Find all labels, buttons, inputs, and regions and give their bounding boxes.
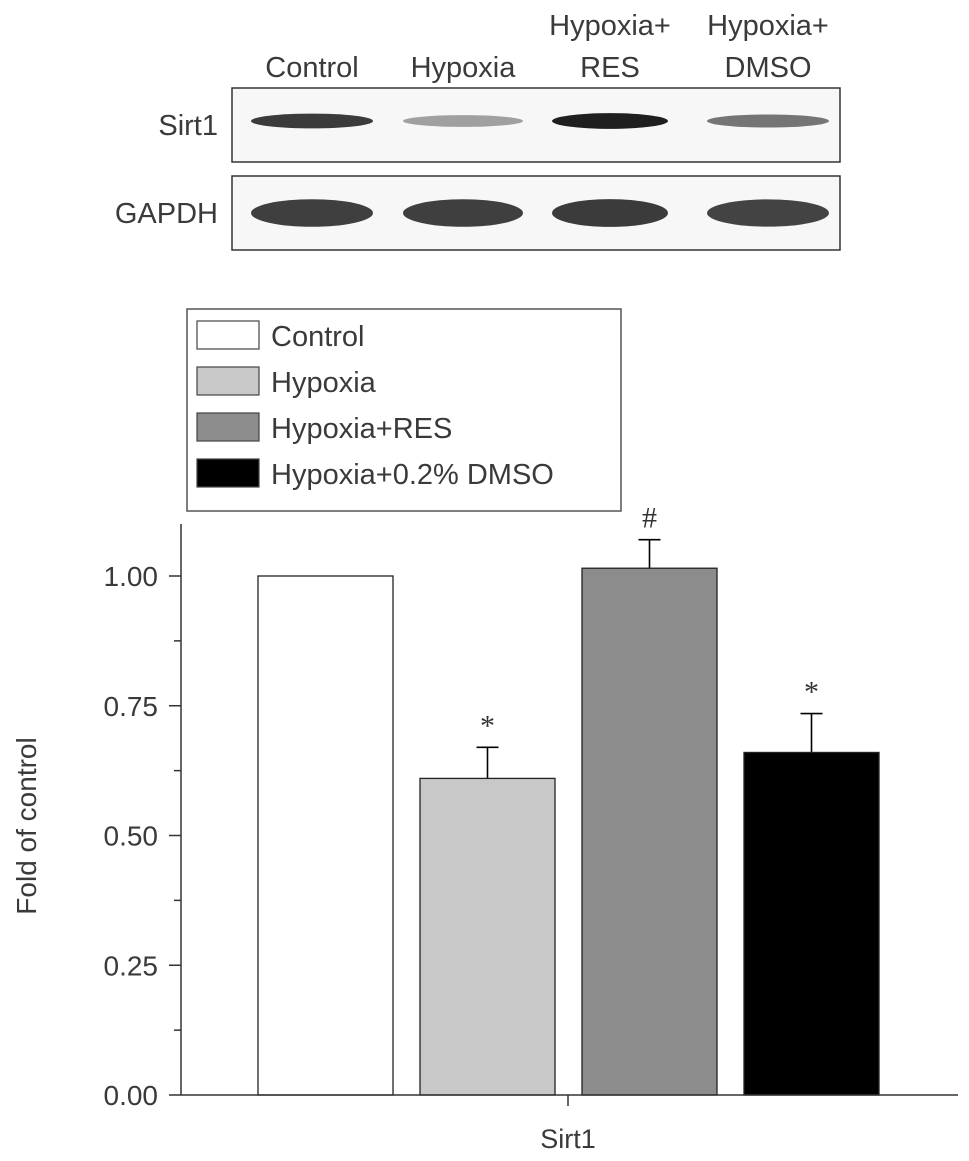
blot-band: [707, 114, 829, 128]
significance-marker: #: [642, 502, 657, 535]
blot-band: [707, 199, 829, 227]
lane-label: Control: [265, 52, 359, 84]
bar: [257, 575, 394, 1096]
blot-band: [251, 113, 373, 129]
significance-marker: *: [480, 709, 495, 742]
y-tick-label: 0.25: [104, 950, 159, 981]
bars: * # *: [257, 502, 880, 1096]
bar-group: *: [419, 709, 556, 1096]
lane-label: Hypoxia: [411, 52, 517, 84]
bar-chart: 0.00 0.25 0.50 0.75 1.00 * # * Sirt1 Fold of c…: [11, 502, 958, 1154]
blot-band: [552, 199, 668, 227]
western-blot: Control Hypoxia Hypoxia+ RES Hypoxia+ DMSO Si…: [115, 10, 841, 251]
bar: [581, 567, 718, 1096]
significance-marker: *: [804, 676, 819, 709]
blot-band: [251, 199, 373, 227]
legend-entry: Hypoxia: [196, 366, 377, 399]
legend-swatch: [196, 412, 260, 442]
blot-row-label: GAPDH: [115, 198, 218, 230]
legend-label: Hypoxia+0.2% DMSO: [271, 459, 554, 491]
lane-labels: Control Hypoxia Hypoxia+ RES Hypoxia+ DMSO: [265, 10, 829, 84]
legend-label: Control: [271, 321, 365, 353]
lane-label: Hypoxia+: [549, 10, 671, 42]
y-tick-label: 0.00: [104, 1080, 159, 1111]
chart-legend: Control Hypoxia Hypoxia+RES Hypoxia+0.2% DM…: [186, 308, 622, 512]
legend-entry: Hypoxia+0.2% DMSO: [196, 458, 554, 491]
blot-band: [552, 113, 668, 129]
legend-label: Hypoxia+RES: [271, 413, 452, 445]
legend-swatch: [196, 320, 260, 350]
bar-group: *: [743, 676, 880, 1096]
legend-label: Hypoxia: [271, 367, 377, 399]
lane-label: RES: [580, 52, 640, 84]
y-axis-ticks: 0.00 0.25 0.50 0.75 1.00: [104, 561, 181, 1111]
blot-band: [403, 199, 523, 227]
blot-row-label: Sirt1: [158, 110, 218, 142]
lane-label: Hypoxia+: [707, 10, 829, 42]
bar: [419, 777, 556, 1096]
legend-entry: Control: [196, 320, 365, 353]
lane-label: DMSO: [725, 52, 812, 84]
legend-swatch: [196, 366, 260, 396]
blot-row-gapdh: GAPDH: [115, 175, 841, 251]
bar-group: [257, 575, 394, 1096]
blot-row-sirt1: Sirt1: [158, 87, 841, 163]
y-axis-label: Fold of control: [11, 737, 42, 914]
y-tick-label: 0.75: [104, 691, 159, 722]
bar: [743, 751, 880, 1096]
blot-rows: Sirt1 GAPDH: [115, 87, 841, 251]
x-axis-label: Sirt1: [540, 1124, 596, 1154]
y-tick-label: 1.00: [104, 561, 159, 592]
blot-band: [403, 115, 523, 127]
legend-swatch: [196, 458, 260, 488]
y-tick-label: 0.50: [104, 821, 159, 852]
legend-entry: Hypoxia+RES: [196, 412, 452, 445]
bar-group: #: [581, 502, 718, 1096]
